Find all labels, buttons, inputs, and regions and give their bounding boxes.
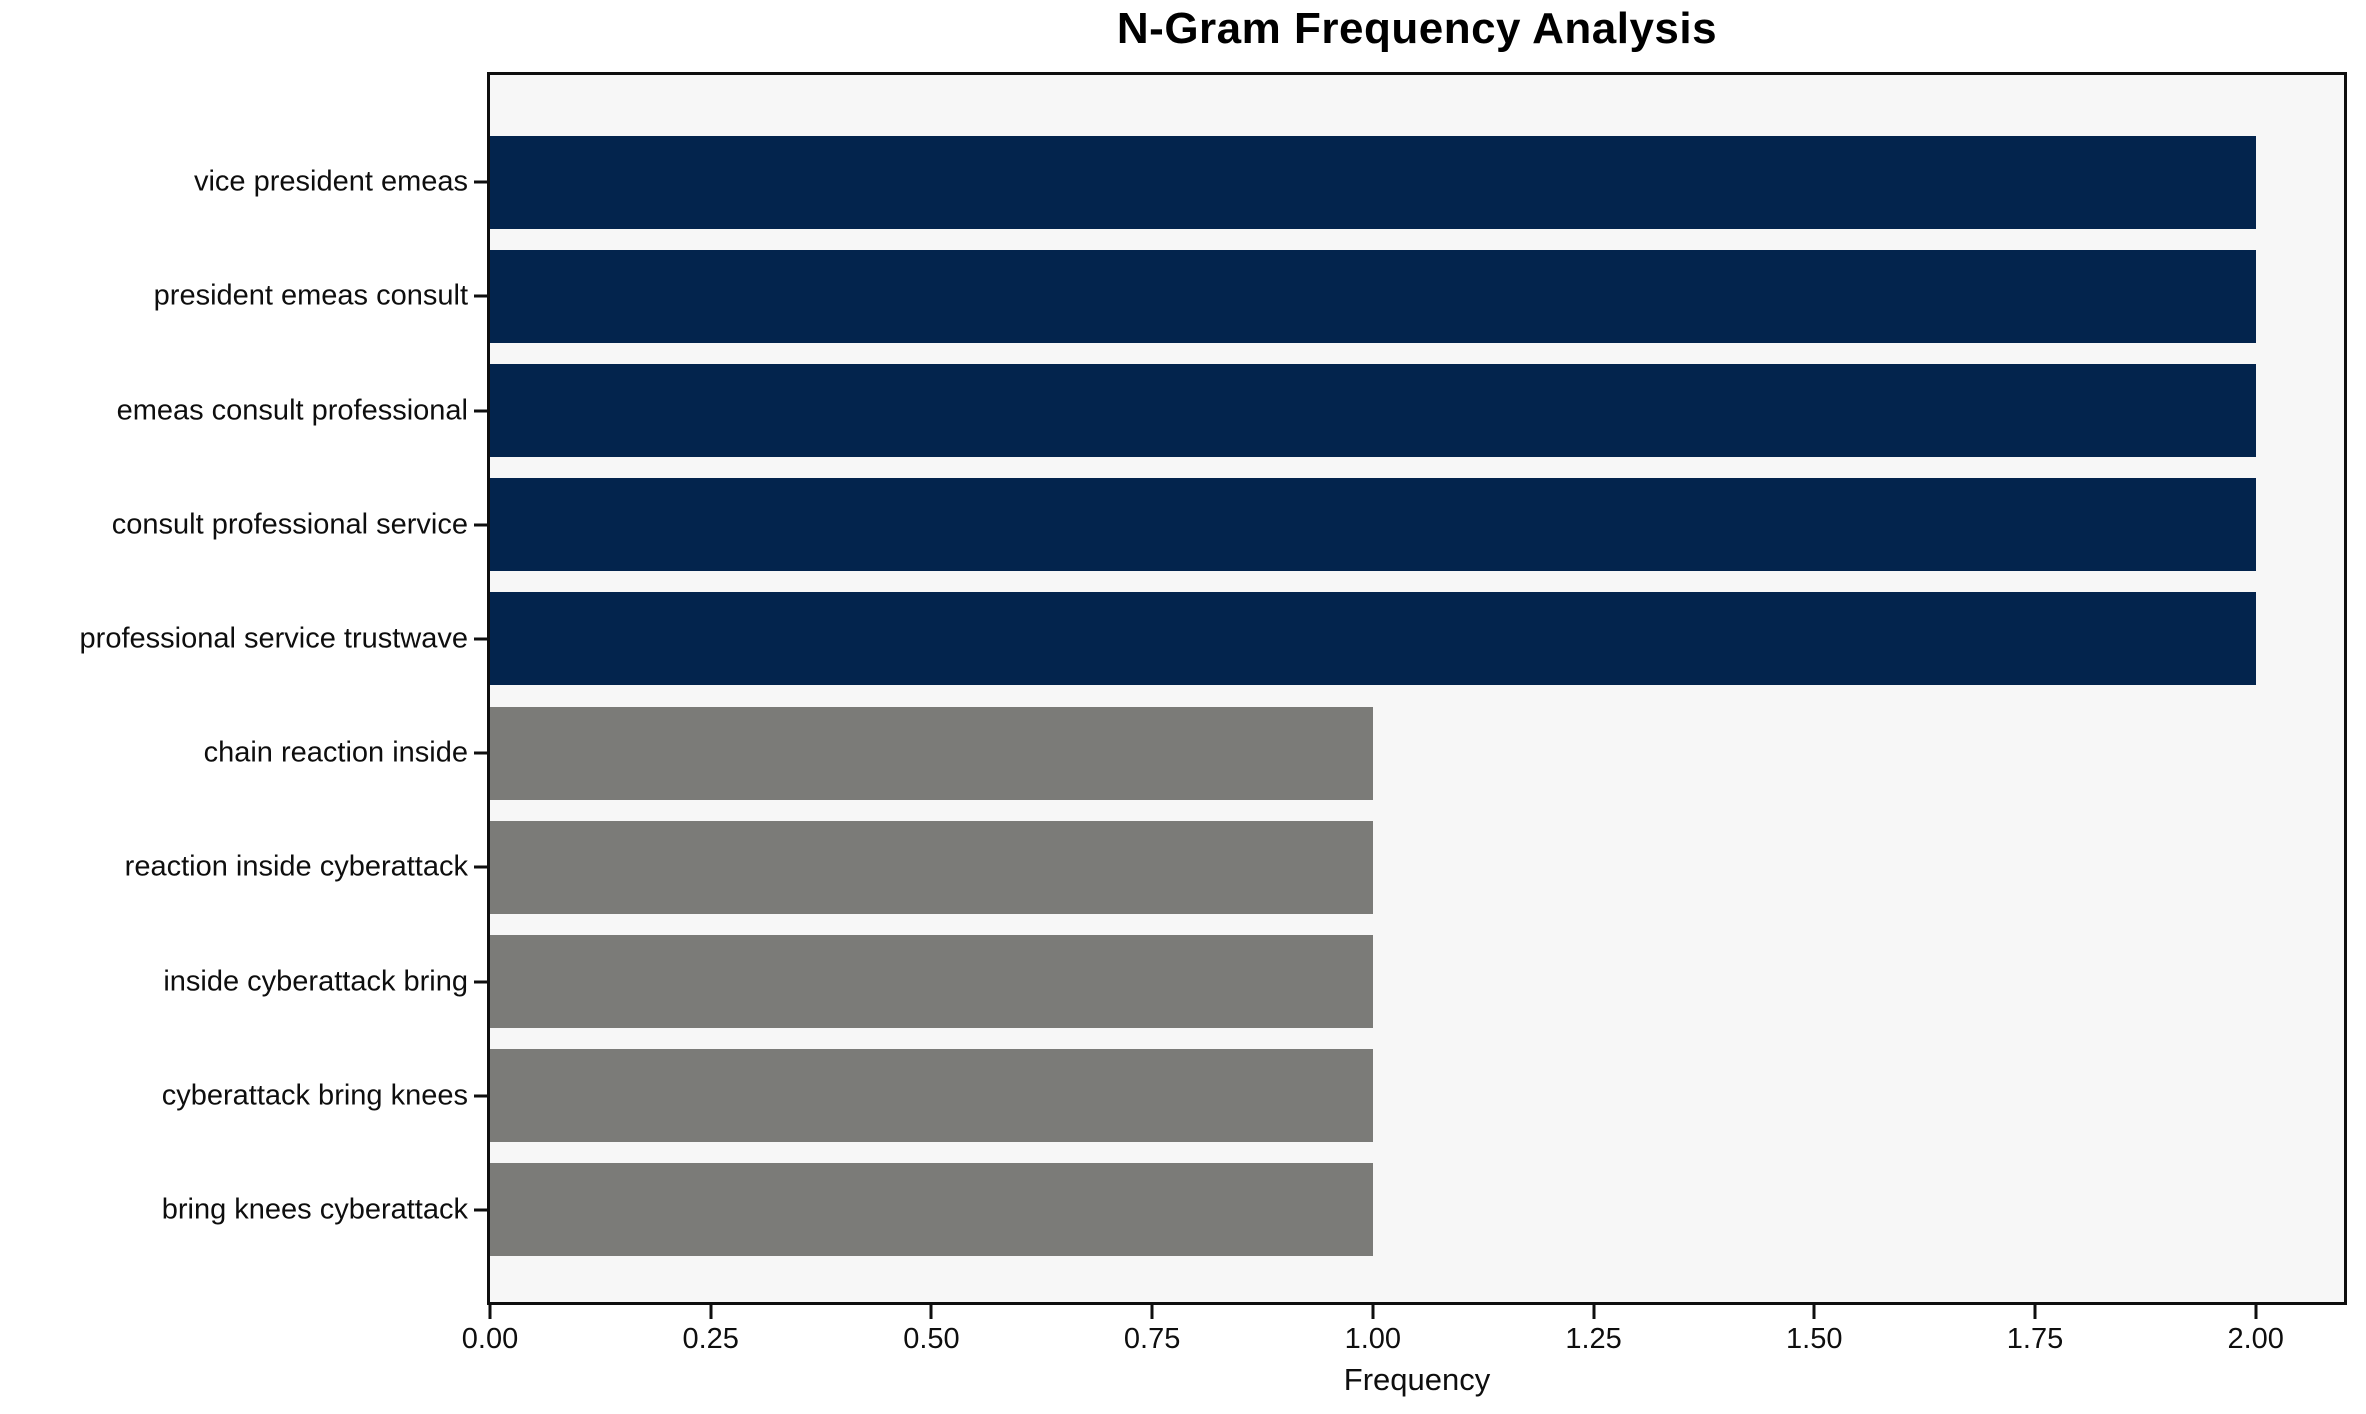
x-tick-label: 0.75: [1123, 1323, 1181, 1355]
bar-row: reaction inside cyberattack: [125, 810, 2344, 924]
x-tick-label: 0.00: [461, 1323, 519, 1355]
y-tick-label: president emeas consult: [153, 279, 468, 312]
x-tick-label: 1.00: [1344, 1323, 1402, 1355]
y-tick: [474, 1208, 487, 1212]
bar-row: consult professional service: [112, 468, 2344, 582]
bar-row: emeas consult professional: [117, 353, 2344, 467]
y-tick-label: chain reaction inside: [203, 736, 468, 769]
y-tick: [474, 980, 487, 984]
y-tick-label: vice president emeas: [193, 165, 468, 198]
x-tick: [1371, 1305, 1375, 1319]
x-tick: [1812, 1305, 1816, 1319]
bar: [490, 820, 1373, 914]
bar: [490, 592, 2256, 686]
bar: [490, 1049, 1373, 1143]
y-tick-label: professional service trustwave: [79, 622, 468, 655]
bar: [490, 706, 1373, 800]
x-tick: [2254, 1305, 2258, 1319]
y-tick: [474, 294, 487, 298]
x-tick-label: 1.75: [2006, 1323, 2064, 1355]
bar: [490, 1163, 1373, 1257]
y-tick-label: cyberattack bring knees: [161, 1079, 468, 1112]
y-tick: [474, 523, 487, 527]
bar-row: bring knees cyberattack: [162, 1153, 2344, 1267]
x-tick: [1150, 1305, 1154, 1319]
x-tick: [2033, 1305, 2037, 1319]
bar-row: vice president emeas: [194, 125, 2344, 239]
y-tick: [474, 865, 487, 869]
bar-row: professional service trustwave: [80, 582, 2344, 696]
chart-title: N-Gram Frequency Analysis: [1116, 4, 1718, 53]
y-tick: [474, 751, 487, 755]
x-tick-label: 1.25: [1565, 1323, 1622, 1355]
x-tick-label: 1.50: [1786, 1323, 1843, 1355]
bar: [490, 478, 2256, 572]
y-tick: [474, 637, 487, 641]
bar: [490, 135, 2256, 229]
bar-row: president emeas consult: [154, 239, 2344, 353]
bar: [490, 249, 2256, 343]
y-tick-label: bring knees cyberattack: [161, 1193, 468, 1226]
x-axis-label: Frequency: [1343, 1362, 1491, 1397]
x-tick: [929, 1305, 933, 1319]
y-tick-label: emeas consult professional: [116, 394, 468, 426]
x-tick: [488, 1305, 492, 1319]
bars-container: vice president emeas president emeas cons…: [80, 75, 2344, 1302]
x-tick-label: 0.25: [682, 1323, 739, 1355]
bar: [490, 935, 1373, 1029]
x-tick: [1592, 1305, 1596, 1319]
bar-row: chain reaction inside: [204, 696, 2344, 810]
x-tick: [709, 1305, 713, 1319]
y-tick-label: consult professional service: [111, 508, 468, 541]
bar-row: inside cyberattack bring: [163, 924, 2344, 1038]
y-tick-label: inside cyberattack bring: [163, 965, 468, 998]
plot-area: vice president emeas president emeas cons…: [80, 72, 2347, 1355]
bar: [490, 364, 2256, 457]
x-tick-label: 2.00: [2227, 1323, 2284, 1355]
y-tick-label: reaction inside cyberattack: [124, 850, 468, 883]
x-tick-label: 0.50: [903, 1323, 960, 1355]
y-tick: [474, 1094, 487, 1098]
y-tick: [474, 180, 487, 184]
y-tick: [474, 409, 487, 412]
bar-row: cyberattack bring knees: [162, 1039, 2344, 1153]
